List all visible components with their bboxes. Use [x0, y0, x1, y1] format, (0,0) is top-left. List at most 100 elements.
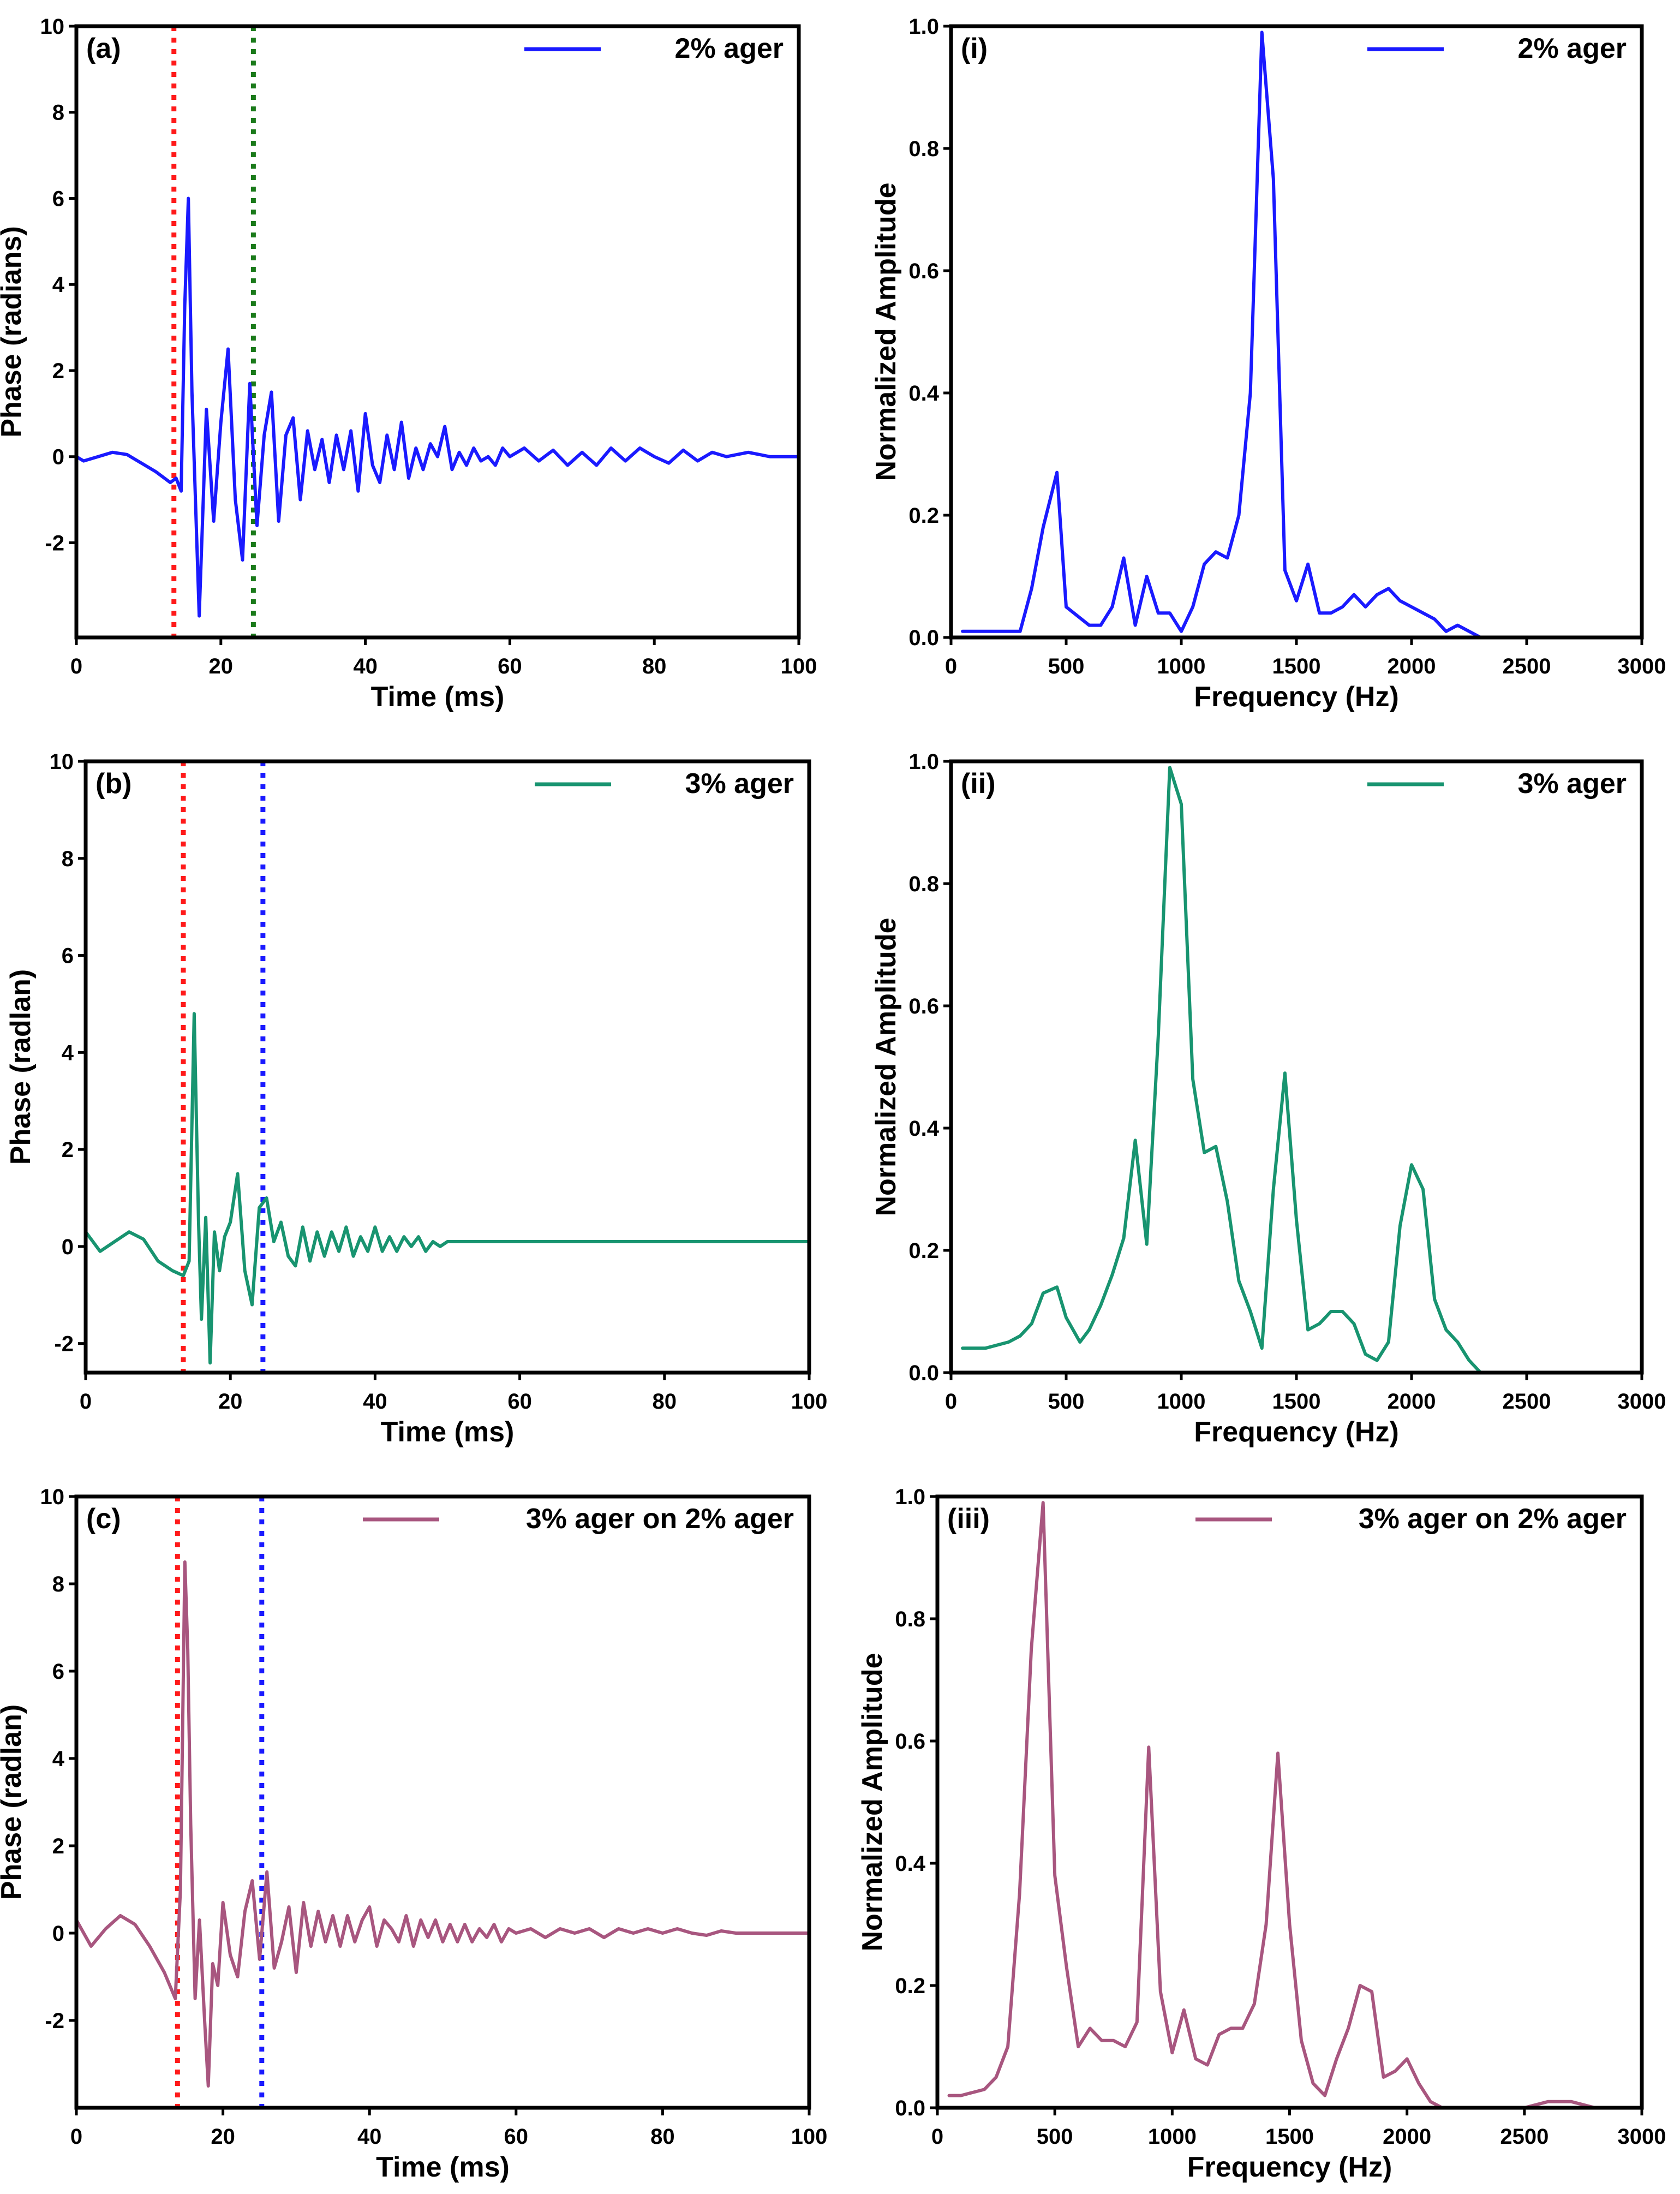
panel-label: (c) — [86, 1503, 121, 1535]
y-tick-label: 2 — [62, 1138, 74, 1162]
x-tick-label: 1000 — [1148, 2125, 1197, 2149]
x-tick-label: 2000 — [1388, 654, 1436, 678]
panel-label: (iii) — [947, 1503, 990, 1535]
plot-frame — [83, 759, 811, 1375]
series-line — [75, 196, 800, 618]
y-tick-label: 0 — [52, 445, 64, 469]
x-tick-label: 0 — [931, 2125, 943, 2149]
x-tick-label: 1000 — [1157, 654, 1206, 678]
x-tick-label: 100 — [781, 654, 817, 678]
y-tick-label: -2 — [45, 531, 64, 555]
y-axis-label: Normalized Amplitude — [870, 917, 902, 1216]
y-axis-label: Phase (radians) — [0, 226, 27, 437]
legend-label: 2% ager — [675, 33, 784, 64]
y-tick-label: 0.2 — [895, 1974, 925, 1998]
x-tick-label: 60 — [504, 2125, 529, 2149]
y-tick-label: 0.6 — [908, 259, 939, 283]
y-tick-label: 4 — [62, 1041, 74, 1065]
y-tick-label: 0.6 — [895, 1730, 925, 1754]
y-axis-label: Normalized Amplitude — [870, 182, 902, 481]
x-tick-label: 0 — [80, 1390, 92, 1414]
x-tick-label: 2000 — [1388, 1390, 1436, 1414]
x-tick-label: 80 — [653, 1390, 677, 1414]
y-tick-label: 10 — [40, 15, 65, 39]
x-axis-label: Frequency (Hz) — [1187, 2151, 1392, 2183]
x-tick-label: 1000 — [1157, 1390, 1206, 1414]
y-tick-label: 4 — [52, 1747, 65, 1771]
y-tick-label: 0.4 — [895, 1852, 925, 1876]
x-tick-label: 80 — [642, 654, 667, 678]
plot-frame — [935, 1494, 1644, 2110]
x-tick-label: 2500 — [1500, 2125, 1549, 2149]
y-tick-label: 0.0 — [908, 1361, 939, 1385]
y-tick-label: 0.0 — [895, 2096, 925, 2120]
y-tick-label: 0.8 — [908, 872, 939, 896]
y-tick-label: 10 — [40, 1485, 65, 1509]
plot-frame — [949, 759, 1644, 1375]
x-tick-label: 500 — [1048, 1390, 1085, 1414]
x-tick-label: 0 — [945, 654, 957, 678]
series-line — [961, 31, 1643, 639]
y-tick-label: 10 — [50, 750, 74, 774]
legend-label: 3% ager — [1518, 768, 1627, 800]
series-line — [947, 1501, 1643, 2109]
panel-b: 0 20 40 60 80 100 -2 0 2 4 6 8 10 Time (ms) Phase (rad… — [5, 750, 827, 1448]
x-tick-label: 20 — [218, 1390, 243, 1414]
plot-frame — [949, 24, 1644, 640]
y-tick-label: 2 — [52, 1834, 64, 1858]
y-tick-label: 6 — [62, 944, 74, 968]
x-tick-label: 0 — [945, 1390, 957, 1414]
x-tick-label: 20 — [209, 654, 234, 678]
x-tick-label: 3000 — [1618, 654, 1666, 678]
x-tick-label: 500 — [1037, 2125, 1073, 2149]
plot-frame — [74, 1494, 811, 2110]
series-line — [961, 766, 1643, 1374]
y-tick-label: 8 — [52, 101, 64, 125]
y-tick-label: 0.8 — [895, 1607, 925, 1631]
x-tick-label: 2500 — [1503, 1390, 1551, 1414]
x-tick-label: 3000 — [1618, 2125, 1666, 2149]
x-axis-label: Time (ms) — [376, 2151, 510, 2183]
y-tick-label: 0.4 — [908, 1117, 939, 1141]
x-tick-label: 40 — [363, 1390, 387, 1414]
y-tick-label: 0.2 — [908, 1239, 939, 1263]
x-tick-label: 1500 — [1272, 1390, 1321, 1414]
panel-ii: 0 500 1000 1500 2000 2500 3000 0.0 0.2 0.4 0.6 0.8 1… — [870, 750, 1666, 1448]
x-tick-label: 0 — [70, 654, 82, 678]
legend-label: 3% ager on 2% ager — [526, 1503, 794, 1535]
y-tick-label: -2 — [45, 2009, 64, 2033]
x-tick-label: 1500 — [1272, 654, 1321, 678]
x-tick-label: 80 — [650, 2125, 675, 2149]
x-tick-label: 40 — [353, 654, 378, 678]
x-tick-label: 2500 — [1503, 654, 1551, 678]
x-axis-label: Frequency (Hz) — [1194, 681, 1399, 713]
x-tick-label: 2000 — [1383, 2125, 1431, 2149]
y-tick-label: 0.2 — [908, 504, 939, 528]
x-tick-label: 500 — [1048, 654, 1085, 678]
y-tick-label: 0.6 — [908, 994, 939, 1018]
panel-label: (b) — [95, 768, 131, 800]
y-tick-label: 1.0 — [908, 750, 939, 774]
x-tick-label: 20 — [211, 2125, 235, 2149]
x-tick-label: 60 — [507, 1390, 532, 1414]
x-axis-label: Frequency (Hz) — [1194, 1416, 1399, 1448]
series-line — [84, 1012, 811, 1365]
panel-label: (a) — [86, 33, 121, 64]
x-tick-label: 40 — [357, 2125, 382, 2149]
x-axis-label: Time (ms) — [371, 681, 505, 713]
panel-a: 0 20 40 60 80 100 -2 0 2 4 6 8 10 Time (ms) Phase (rad… — [0, 15, 817, 713]
series-line — [75, 1560, 811, 2088]
y-tick-label: 0.0 — [908, 626, 939, 650]
y-tick-label: 6 — [52, 1660, 64, 1684]
panel-iii: 0 500 1000 1500 2000 2500 3000 0.0 0.2 0.4 0.6 0.8 1… — [857, 1485, 1666, 2183]
legend-label: 3% ager on 2% ager — [1359, 1503, 1627, 1535]
y-axis-label: Phase (radlan) — [0, 1704, 27, 1900]
x-tick-label: 0 — [70, 2125, 82, 2149]
y-tick-label: 1.0 — [895, 1485, 925, 1509]
panel-label: (i) — [961, 33, 988, 64]
x-axis-label: Time (ms) — [381, 1416, 515, 1448]
y-tick-label: 2 — [52, 359, 64, 383]
y-tick-label: 8 — [62, 847, 74, 871]
y-tick-label: 6 — [52, 187, 64, 211]
